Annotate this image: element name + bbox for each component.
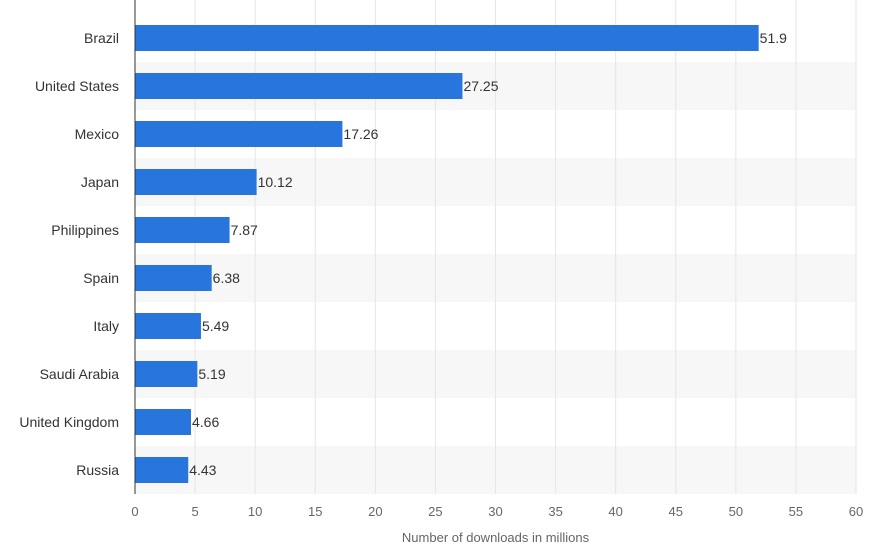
value-labels: 51.9 27.25 17.26 10.12 7.87 6.38 5.49 5.19 4.66 4… [189, 30, 787, 478]
bar [135, 457, 189, 483]
category-label: United States [35, 78, 119, 94]
bar [135, 169, 257, 195]
bar [135, 265, 212, 291]
category-label: Italy [93, 318, 119, 334]
category-label: Japan [81, 174, 119, 190]
category-label: Spain [83, 270, 119, 286]
x-tick-labels: 0 5 10 15 20 25 30 35 40 45 50 55 60 [131, 504, 863, 519]
value-label: 5.19 [198, 366, 225, 382]
bar [135, 313, 201, 339]
x-tick-label: 25 [428, 504, 442, 519]
value-label: 51.9 [760, 30, 787, 46]
value-label: 6.38 [213, 270, 240, 286]
category-label: Saudi Arabia [40, 366, 120, 382]
bars [135, 25, 759, 483]
bar [135, 73, 463, 99]
value-label: 27.25 [463, 78, 498, 94]
x-tick-label: 40 [608, 504, 622, 519]
bar [135, 409, 191, 435]
x-tick-label: 15 [308, 504, 322, 519]
x-tick-label: 50 [729, 504, 743, 519]
x-tick-label: 0 [131, 504, 138, 519]
category-labels: Brazil United States Mexico Japan Philippine… [19, 30, 119, 478]
value-label: 4.66 [192, 414, 219, 430]
category-label: Russia [76, 462, 119, 478]
x-tick-label: 5 [191, 504, 198, 519]
value-label: 5.49 [202, 318, 229, 334]
bar [135, 121, 343, 147]
x-tick-label: 10 [248, 504, 262, 519]
x-tick-label: 30 [488, 504, 502, 519]
value-label: 17.26 [343, 126, 378, 142]
x-tick-label: 20 [368, 504, 382, 519]
bar [135, 25, 759, 51]
category-label: United Kingdom [19, 414, 119, 430]
bar [135, 217, 230, 243]
x-tick-label: 60 [849, 504, 863, 519]
bar [135, 361, 198, 387]
x-tick-label: 55 [789, 504, 803, 519]
x-tick-label: 35 [548, 504, 562, 519]
category-label: Mexico [75, 126, 120, 142]
category-label: Brazil [84, 30, 119, 46]
x-axis-title: Number of downloads in millions [402, 530, 590, 545]
value-label: 7.87 [231, 222, 258, 238]
value-label: 10.12 [258, 174, 293, 190]
x-tick-label: 45 [669, 504, 683, 519]
value-label: 4.43 [189, 462, 216, 478]
category-label: Philippines [51, 222, 119, 238]
